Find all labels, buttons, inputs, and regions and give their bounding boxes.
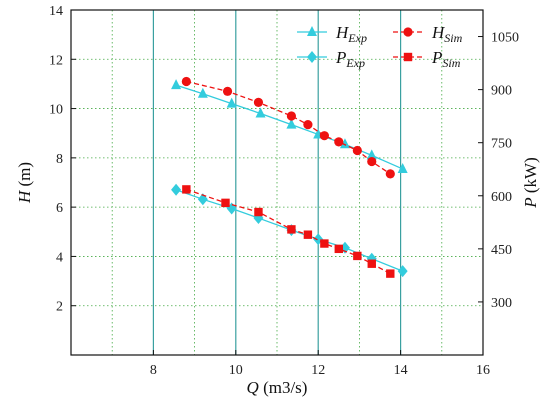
- data-point-h_exp: [226, 97, 237, 108]
- y-right-tick-label: 1050: [491, 31, 519, 46]
- data-point-p_sim: [182, 185, 191, 194]
- y-right-tick-label: 900: [491, 84, 512, 99]
- data-point-h_sim: [181, 76, 191, 87]
- x-tick-label: 12: [311, 363, 325, 378]
- legend-marker-p_exp: [307, 51, 317, 63]
- legend-label-h_sim: HSim: [431, 23, 463, 45]
- legend-marker-p_sim: [403, 52, 413, 62]
- y-left-tick-label: 2: [56, 300, 63, 315]
- data-point-h_exp: [255, 107, 266, 118]
- y-axis-left-label: H (m): [15, 162, 34, 204]
- y-left-tick-label: 10: [49, 103, 63, 118]
- y-right-tick-label: 300: [491, 296, 512, 311]
- legend-marker-h_sim: [403, 27, 413, 37]
- series-layer: [171, 76, 408, 278]
- data-point-p_sim: [303, 230, 313, 239]
- data-point-h_sim: [319, 131, 329, 141]
- legend-entry-p_sim: PSim: [393, 48, 461, 70]
- data-point-h_exp: [339, 138, 350, 149]
- x-tick-label: 16: [476, 363, 490, 378]
- data-point-h_exp: [171, 79, 182, 90]
- y-left-tick-label: 4: [56, 250, 63, 265]
- data-point-h_sim: [334, 137, 344, 147]
- data-point-p_sim: [334, 244, 343, 254]
- data-point-h_exp: [286, 118, 297, 129]
- series-h_exp: [171, 79, 408, 173]
- y-axis-right-label: P (kW): [521, 157, 540, 209]
- legend-marker-h_exp: [307, 26, 317, 36]
- data-point-h_sim: [303, 119, 313, 130]
- data-point-h_exp: [197, 87, 208, 98]
- legend-label-p_exp: PExp: [335, 48, 365, 70]
- data-point-h_exp: [366, 149, 377, 160]
- data-point-h_exp: [397, 162, 408, 173]
- legend-entry-h_sim: HSim: [393, 23, 463, 45]
- data-point-p_sim: [353, 251, 362, 261]
- y-left-tick-label: 8: [56, 152, 63, 167]
- series-p_sim: [182, 185, 395, 278]
- y-right-tick-label: 600: [491, 190, 512, 205]
- series-line-h_sim: [186, 80, 391, 175]
- data-point-h_sim: [286, 111, 297, 121]
- data-point-h_sim: [367, 156, 377, 167]
- plot-frame: [70, 9, 484, 356]
- y-right-tick-label: 750: [491, 137, 512, 152]
- data-point-p_exp: [171, 183, 182, 196]
- data-point-p_sim: [287, 225, 296, 234]
- legend: HExp HSim PExp PSim: [297, 23, 463, 70]
- data-point-p_sim: [221, 198, 230, 208]
- legend-entry-p_exp: PExp: [297, 48, 365, 70]
- x-tick-label: 14: [394, 363, 408, 378]
- data-point-p_exp: [397, 265, 408, 278]
- data-point-p_sim: [320, 239, 329, 248]
- legend-entry-h_exp: HExp: [297, 23, 367, 45]
- data-point-p_sim: [386, 269, 395, 278]
- y-left-tick-label: 6: [56, 201, 63, 216]
- x-tick-label: 10: [229, 363, 243, 378]
- legend-label-p_sim: PSim: [431, 48, 461, 70]
- data-point-p_sim: [254, 207, 263, 217]
- data-point-h_sim: [222, 86, 233, 96]
- y-left-tick-label: 14: [49, 4, 63, 19]
- data-point-h_sim: [385, 169, 395, 179]
- data-point-h_sim: [253, 97, 264, 108]
- data-point-h_sim: [352, 145, 362, 156]
- x-axis-label: Q (m3/s): [247, 378, 308, 397]
- data-point-p_sim: [367, 259, 376, 268]
- ticks: 8 10 12 14 16 2 4 6 8 10 12 14 300 450 600 750 900 1050: [49, 4, 519, 378]
- x-tick-label: 8: [150, 363, 157, 378]
- series-h_sim: [181, 76, 395, 179]
- series-line-p_sim: [186, 188, 391, 275]
- grid: [71, 10, 483, 355]
- y-right-tick-label: 450: [491, 243, 512, 258]
- y-left-tick-label: 12: [49, 53, 63, 68]
- legend-label-h_exp: HExp: [335, 23, 367, 45]
